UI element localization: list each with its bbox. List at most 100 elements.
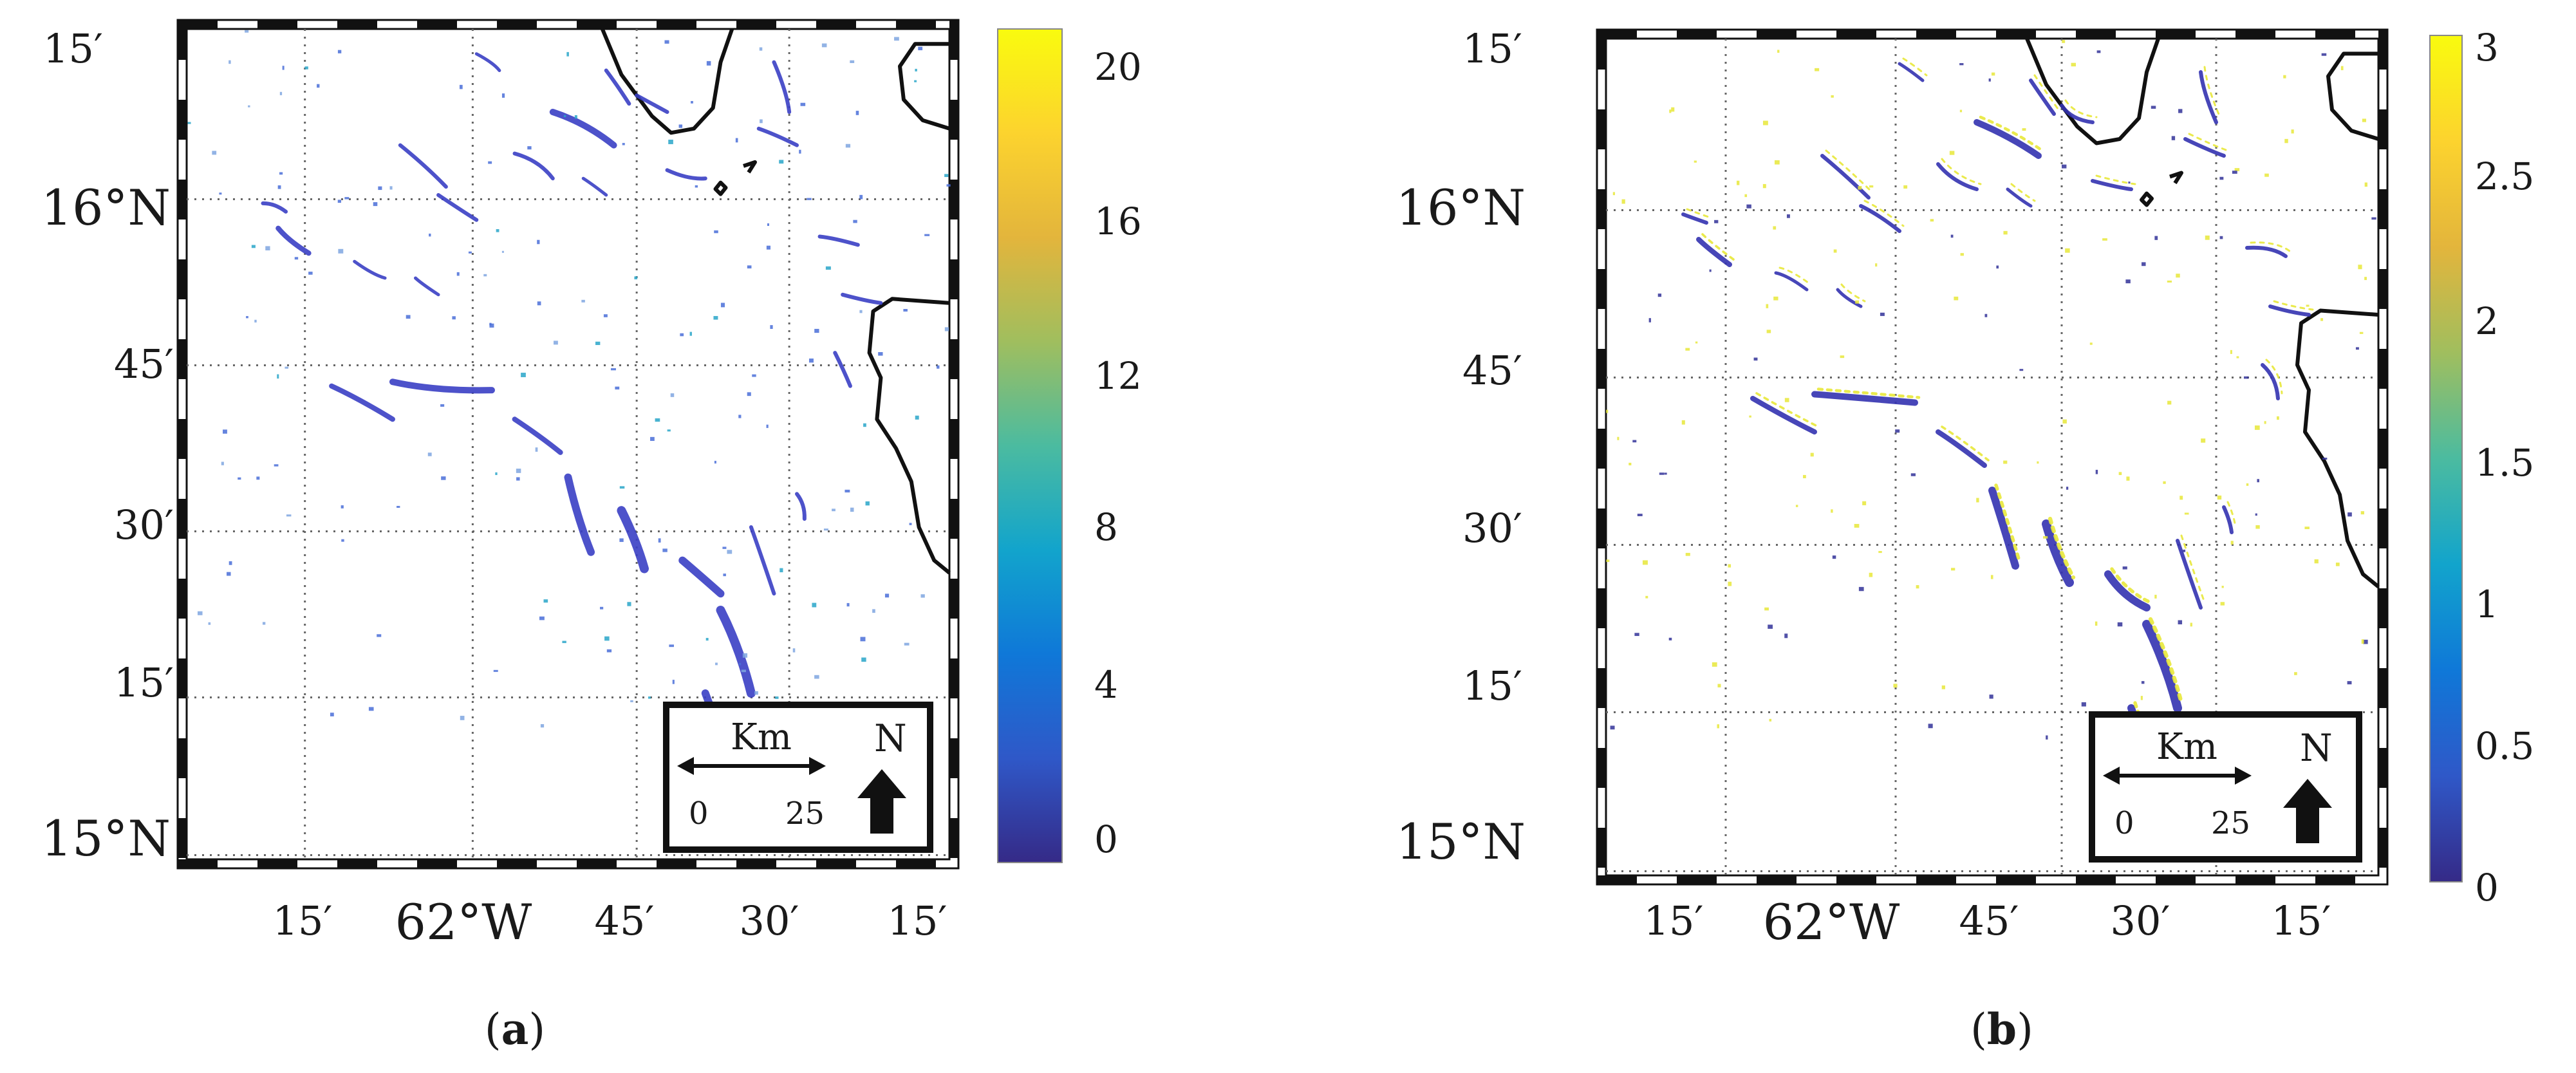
sargassum-speck [277, 185, 281, 189]
sargassum-speck [2246, 483, 2249, 486]
sargassum-edge [1941, 158, 1982, 185]
sargassum-filament [512, 416, 563, 455]
sargassum-speck [630, 700, 633, 702]
sargassum-speck [2117, 622, 2123, 627]
sargassum-speck [823, 528, 828, 531]
sargassum-speck [2062, 419, 2067, 424]
sargassum-speck [344, 197, 350, 200]
sargassum-speck [615, 386, 620, 390]
sargassum-speck [2340, 66, 2344, 71]
sargassum-speck [1774, 160, 1780, 165]
sargassum-speck [760, 119, 763, 124]
sargassum-speck [562, 640, 566, 644]
sargassum-speck [389, 186, 393, 190]
sargassum-speck [747, 265, 752, 269]
map-panel-a: 15′ 16°N 45′ 30′ 15′ 15°N 15′ 62°W 45′ 3… [0, 0, 1287, 1073]
sargassum-filament [2199, 70, 2218, 124]
border-tick [1597, 189, 1606, 229]
sargassum-speck [1903, 185, 1908, 189]
sargassum-filament [2183, 137, 2226, 158]
lat-label: 15′ [1462, 662, 1522, 709]
sargassum-speck [254, 319, 257, 323]
sargassum-speck [695, 185, 698, 188]
sargassum-speck [595, 341, 601, 346]
lat-label: 15′ [114, 659, 174, 706]
lon-label: 62°W [1762, 893, 1900, 951]
sargassum-speck [2363, 639, 2368, 644]
lat-label: 45′ [1462, 347, 1522, 394]
sargassum-edge [1686, 208, 1712, 219]
sargassum-speck [845, 144, 851, 148]
sargassum-speck [1990, 575, 1993, 579]
border-tick [2315, 30, 2355, 39]
sargassum-speck [2314, 559, 2319, 564]
border-tick [2076, 30, 2116, 39]
sargassum-speck [440, 404, 445, 407]
sargassum-filament [2006, 187, 2033, 208]
sargassum-filament [1836, 288, 1863, 308]
sargassum-speck [1749, 415, 1751, 418]
sargassum-filament [1988, 487, 2019, 570]
sargassum-filament [1898, 62, 1925, 82]
north-label: N [874, 716, 907, 760]
sargassum-speck [2277, 416, 2279, 420]
sargassum-speck [859, 194, 863, 200]
sargassum-speck [944, 327, 949, 331]
sargassum-filament [1681, 212, 1708, 225]
sargassum-speck [915, 415, 919, 420]
sargassum-speck [767, 223, 769, 226]
sargassum-speck [543, 599, 548, 603]
coastline-guadeloupe-east [898, 42, 950, 131]
sargassum-filament [795, 492, 807, 521]
sargassum-filament [2142, 620, 2182, 713]
sargassum-speck [738, 662, 742, 666]
border-tick [949, 818, 958, 858]
coastline-guadeloupe-east [2326, 51, 2379, 141]
border-tick [178, 20, 218, 29]
border-tick [497, 859, 537, 868]
sargassum-edge [2250, 241, 2291, 252]
sargassum-speck [197, 611, 203, 615]
sargassum-speck [1784, 398, 1789, 402]
sargassum-speck [689, 331, 692, 336]
sargassum-speck [2361, 639, 2364, 644]
sargassum-speck [920, 594, 925, 598]
sargassum-filament [1936, 429, 1987, 468]
sargassum-speck [884, 593, 890, 598]
sargassum-speck [1854, 523, 1860, 528]
sargassum-speck [1858, 185, 1862, 190]
sargassum-speck [2102, 238, 2107, 241]
sargassum-speck [279, 172, 283, 175]
sargassum-speck [1831, 95, 1834, 98]
sargassum-speck [859, 310, 863, 313]
sargassum-speck [2355, 347, 2359, 350]
sargassum-speck [2255, 513, 2257, 516]
sargassum-speck [187, 122, 191, 124]
sargassum-speck [808, 358, 814, 363]
sargassum-speck [2081, 702, 2086, 707]
sargassum-speck [1606, 409, 1609, 413]
sargassum-speck [219, 192, 222, 195]
sargassum-speck [1991, 72, 1995, 76]
colorbar-tick: 2.5 [2475, 154, 2535, 198]
sargassum-speck [904, 642, 910, 646]
colorbar-tick: 20 [1094, 45, 1142, 89]
sargassum-speck [627, 602, 631, 606]
sargassum-speck [1610, 725, 1615, 730]
border-tick [497, 20, 537, 29]
scale-bar-arrow [2103, 767, 2332, 843]
sargassum-speck [1768, 624, 1773, 629]
border-tick [417, 859, 457, 868]
sargassum-filament [617, 506, 649, 574]
border-tick [1597, 429, 1606, 469]
sargassum-speck [279, 91, 283, 95]
sargassum-speck [308, 272, 313, 275]
sargassum-speck [452, 316, 456, 320]
sargassum-speck [1928, 723, 1933, 729]
sargassum-edge [2226, 501, 2237, 528]
sargassum-speck [742, 653, 748, 658]
sargassum-speck [488, 161, 492, 164]
colorbar-tick: 2 [2475, 299, 2499, 343]
border-tick [1836, 875, 1876, 884]
border-tick [1597, 588, 1606, 628]
